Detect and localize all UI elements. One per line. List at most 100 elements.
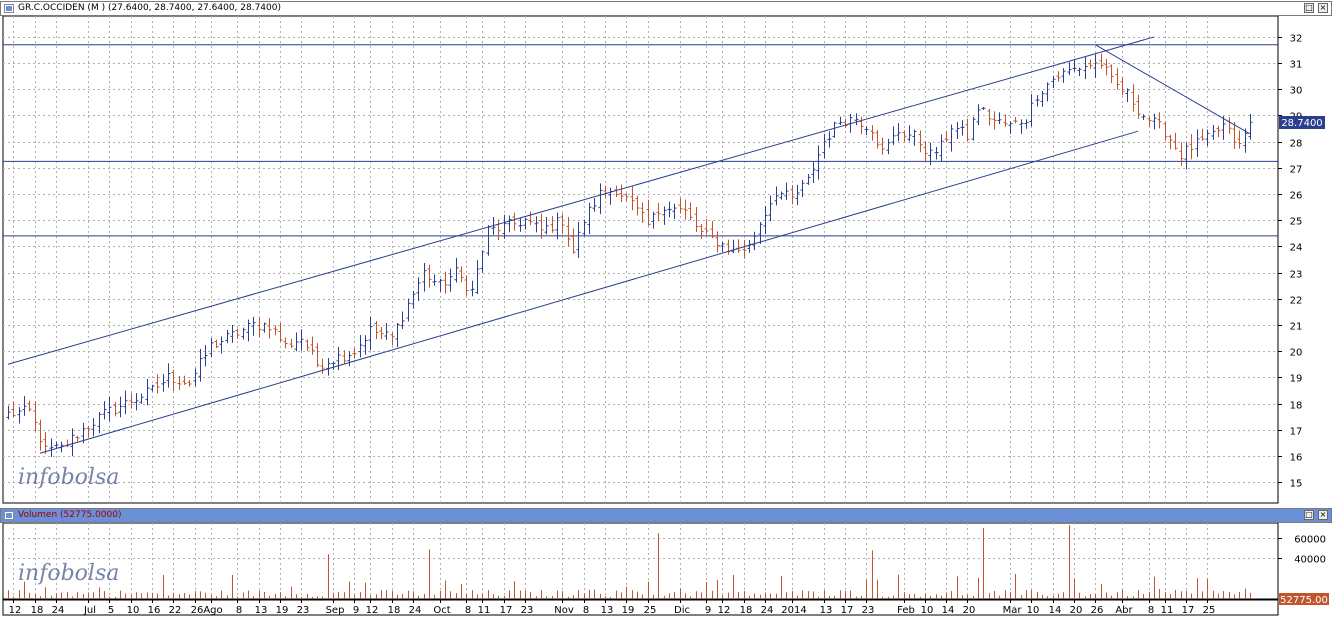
ohlc-bar [779,191,784,200]
ohlc-bar [646,199,651,226]
ohlc-bar [1136,94,1141,119]
volume-panel-title-bar[interactable]: Volumen (52775.0000) □ × [0,508,1332,523]
x-tick-label: 17 [1182,605,1195,616]
ohlc-bar [949,124,954,152]
y-tick-label: 17 [1290,427,1303,438]
ohlc-bar [251,316,256,336]
ohlc-bar [1141,114,1146,120]
ohlc-bar [592,198,597,212]
x-tick-label: Dic [674,605,690,616]
ohlc-bar [1205,129,1210,146]
ohlc-bar [43,431,48,454]
ohlc-bar [1211,124,1216,140]
x-tick-label: 24 [761,605,774,616]
ohlc-bar [891,126,896,145]
y-tick-label: 15 [1290,479,1303,490]
y-tick-label: 23 [1290,270,1303,281]
ohlc-bar [464,275,469,297]
restore-icon[interactable]: □ [1304,510,1314,520]
ohlc-bar [1237,130,1242,149]
ohlc-bar [54,441,59,449]
ohlc-bar [742,239,747,259]
x-tick-label: 10 [1027,605,1040,616]
x-tick-label: 12 [9,605,22,616]
ohlc-bar [656,202,661,222]
x-tick-label: 14 [1049,605,1062,616]
ohlc-bar [448,268,453,292]
ohlc-bar [395,322,400,348]
ohlc-bar [768,195,773,222]
ohlc-bar [640,202,645,223]
ohlc-bar [870,125,875,141]
ohlc-bar [1035,95,1040,107]
restore-icon[interactable]: □ [1304,3,1314,13]
close-icon[interactable]: × [1318,510,1328,520]
ohlc-bar [944,131,949,143]
x-tick-label: 22 [169,605,182,616]
y-tick-label: 24 [1290,243,1303,254]
x-tick-label: Feb [897,605,915,616]
ohlc-bar [971,116,976,141]
ohlc-bar [278,323,283,342]
ohlc-bar [981,106,986,110]
ohlc-bar [219,336,224,354]
ohlc-bar [1232,122,1237,149]
ohlc-bar [1157,112,1162,129]
trendline [1095,44,1251,135]
ohlc-bar [1003,114,1008,127]
x-tick-label: 24 [409,605,422,616]
ohlc-bar [678,198,683,214]
ohlc-bar [960,120,965,136]
trendline [7,36,1155,365]
ohlc-bar [75,435,80,442]
ohlc-bar [134,393,139,411]
ohlc-bar [987,109,992,126]
ohlc-bar [246,319,251,342]
ohlc-bar [1147,116,1152,127]
ohlc-bar [283,337,288,349]
x-tick-label: 17 [841,605,854,616]
ohlc-bar [145,378,150,406]
x-tick-label: Mar [1003,605,1023,616]
ohlc-bar [384,322,389,340]
ohlc-bar [209,338,214,357]
x-tick-label: Nov [554,605,574,616]
ohlc-bar [1243,128,1248,153]
ohlc-bar [667,201,672,218]
ohlc-bar [518,218,523,232]
close-icon[interactable]: × [1318,3,1328,13]
ohlc-bar [1029,94,1034,127]
ohlc-bar [1072,59,1077,72]
ohlc-bar [528,211,533,226]
ohlc-bar [374,321,379,340]
x-tick-label: 8 [236,605,242,616]
ohlc-bar [17,407,22,424]
ohlc-bar [763,205,768,235]
ohlc-bar [507,215,512,233]
x-tick-label: 23 [862,605,875,616]
ohlc-bar [454,257,459,283]
ohlc-bar [1216,125,1221,138]
price-panel-title-bar[interactable]: GR.C.OCCIDEN (M ) (27.6400, 28.7400, 27.… [0,1,1332,16]
ohlc-bar [800,179,805,198]
ohlc-bar [336,346,341,371]
ohlc-bar [416,277,421,301]
ohlc-bar [406,298,411,322]
ohlc-bar [1104,58,1109,76]
ohlc-bar [880,137,885,155]
price-panel-title: GR.C.OCCIDEN (M ) (27.6400, 28.7400, 27.… [18,3,281,13]
ohlc-bar [752,231,757,251]
ohlc-bar [438,278,443,292]
ohlc-bar [379,327,384,340]
y-tick-label: 20 [1290,348,1303,359]
ohlc-bar [310,336,315,355]
ohlc-bar [203,345,208,367]
ohlc-bar [177,376,182,390]
price-plot-area [2,15,1279,504]
x-tick-label: 5 [108,605,114,616]
ohlc-bar [470,280,475,297]
x-tick-label: 12 [366,605,379,616]
x-tick-label: 8 [1148,605,1154,616]
ohlc-bar [1051,75,1056,88]
ohlc-bar [923,140,928,162]
